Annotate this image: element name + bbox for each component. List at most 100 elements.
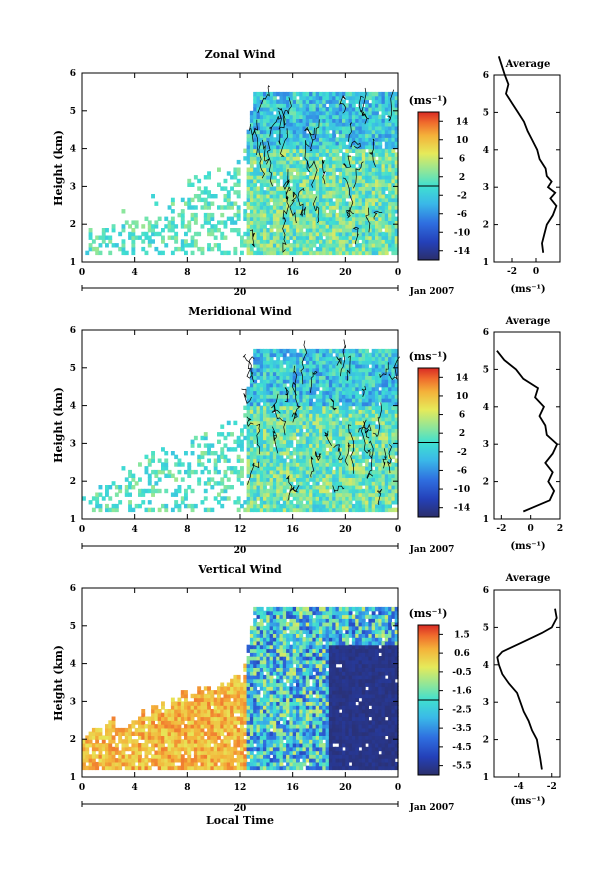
heatmap-cell — [355, 246, 360, 252]
heatmap-cell — [348, 141, 353, 146]
heatmap-cell — [282, 129, 287, 135]
heatmap-cell — [319, 250, 323, 256]
heatmap-cell — [342, 432, 346, 437]
heatmap-cell — [253, 239, 258, 244]
heatmap-cell — [355, 114, 360, 119]
heatmap-cell — [332, 379, 337, 384]
heatmap-cell — [319, 194, 323, 199]
heatmap-cell — [345, 224, 350, 229]
heatmap-cell — [138, 765, 142, 771]
heatmap-cell — [263, 360, 267, 365]
heatmap-cell — [256, 375, 261, 380]
contour-line — [282, 217, 287, 253]
heatmap-cell — [167, 712, 172, 718]
heatmap-cell — [371, 398, 376, 403]
heatmap-cell — [378, 246, 383, 252]
heatmap-cell — [88, 765, 93, 771]
heatmap-cell — [259, 477, 264, 482]
heatmap-cell — [256, 250, 261, 256]
heatmap-cell — [187, 220, 192, 225]
heatmap-cell — [266, 503, 271, 509]
heatmap-cell — [279, 447, 284, 452]
heatmap-cell — [328, 163, 333, 169]
heatmap-cell — [312, 401, 317, 407]
heatmap-cell — [203, 481, 208, 486]
heatmap-cell — [259, 194, 264, 199]
heatmap-cell — [388, 394, 392, 399]
heatmap-cell — [249, 144, 254, 150]
heatmap-cell — [118, 739, 123, 744]
heatmap-cell — [272, 466, 277, 471]
heatmap-cell — [302, 141, 307, 146]
heatmap-cell — [85, 758, 90, 763]
heatmap-cell — [124, 488, 129, 494]
heatmap-cell — [378, 364, 383, 369]
heatmap-cell — [368, 122, 373, 127]
heatmap-cell — [124, 727, 129, 733]
heatmap-cell — [368, 356, 373, 361]
heatmap-cell — [259, 122, 264, 127]
heatmap-cell — [358, 348, 363, 354]
heatmap-cell — [355, 141, 360, 146]
heatmap-cell — [375, 141, 379, 146]
heatmap-cell — [328, 224, 333, 229]
heatmap-cell — [272, 178, 277, 184]
heatmap-cell — [108, 496, 113, 501]
heatmap-cell — [391, 382, 396, 388]
heatmap-cell — [332, 447, 337, 452]
heatmap-cell — [253, 220, 258, 225]
heatmap-cell — [236, 216, 241, 221]
heatmap-cell — [381, 466, 386, 471]
heatmap-cell — [272, 167, 277, 172]
heatmap-cell — [105, 492, 109, 497]
heatmap-cell — [174, 731, 179, 736]
heatmap-cell — [282, 488, 287, 494]
heatmap-cell — [302, 488, 307, 494]
contour-line — [344, 442, 351, 466]
heatmap-cell — [309, 220, 313, 225]
heatmap-cell — [263, 424, 267, 429]
heatmap-cell — [351, 197, 356, 203]
heatmap-cell — [378, 144, 383, 150]
heatmap-cell — [269, 231, 274, 237]
heatmap-cell — [161, 712, 165, 718]
heatmap-cell — [256, 171, 261, 176]
heatmap-cell — [302, 352, 307, 358]
heatmap-cell — [249, 379, 254, 384]
heatmap-cell — [375, 152, 379, 157]
heatmap-cell — [95, 727, 100, 733]
heatmap-cell — [325, 360, 330, 365]
heatmap-cell — [296, 141, 300, 146]
heatmap-cell — [263, 235, 267, 240]
heatmap-cell — [249, 182, 254, 187]
heatmap-cell — [299, 235, 304, 240]
heatmap-cell — [371, 228, 376, 233]
heatmap-cell — [154, 735, 159, 740]
heatmap-cell — [365, 167, 369, 172]
heatmap-cell — [371, 401, 376, 407]
heatmap-cell — [226, 485, 231, 490]
heatmap-cell — [282, 394, 287, 399]
heatmap-cell — [282, 424, 287, 429]
heatmap-cell — [315, 492, 320, 497]
heatmap-cell — [388, 496, 392, 501]
heatmap-cell — [338, 432, 343, 437]
heatmap-cell — [282, 481, 287, 486]
heatmap-cell — [384, 228, 389, 233]
heatmap-cell — [361, 488, 366, 494]
heatmap-cell — [384, 224, 389, 229]
heatmap-cell — [207, 216, 211, 221]
heatmap-cell — [342, 420, 346, 426]
heatmap-cell — [240, 439, 244, 444]
heatmap-cell — [118, 246, 123, 252]
heatmap-cell — [233, 167, 238, 172]
heatmap-cell — [279, 133, 284, 138]
heatmap-cell — [210, 443, 215, 448]
contour-line — [267, 140, 273, 187]
heatmap-cell — [108, 765, 113, 771]
heatmap-cell — [272, 379, 277, 384]
heatmap-cell — [394, 250, 399, 256]
heatmap-cell — [368, 95, 373, 101]
heatmap-cell — [108, 746, 113, 752]
heatmap-cell — [375, 462, 379, 467]
